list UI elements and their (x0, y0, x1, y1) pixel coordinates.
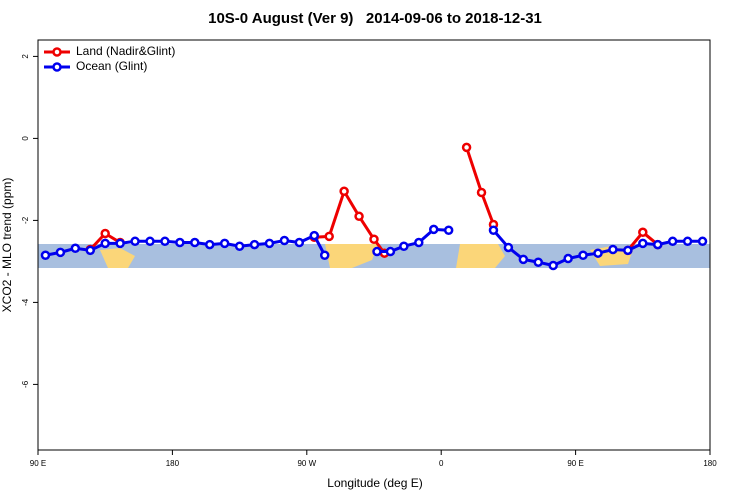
point (40, 250, 51, 260)
point (533, 257, 544, 267)
point (264, 238, 275, 249)
point (324, 231, 334, 242)
point (175, 237, 185, 248)
chart-title: 10S-0 August (Ver 9) 2014-09-06 to 2018-… (208, 10, 542, 27)
point (428, 224, 439, 235)
point (399, 241, 409, 251)
point (100, 238, 110, 249)
legend-label: Ocean (Glint) (76, 59, 147, 73)
point (279, 235, 290, 246)
legend-label: Land (Nadir&Glint) (76, 44, 175, 58)
point (476, 187, 487, 198)
point (70, 243, 81, 254)
point (55, 247, 66, 258)
point (638, 227, 648, 238)
point (339, 186, 349, 197)
point (578, 250, 588, 260)
point (85, 245, 96, 256)
point (130, 236, 140, 247)
point (372, 246, 382, 257)
point (145, 236, 155, 247)
x-tick-label: 90 W (297, 459, 316, 468)
x-tick-label: 180 (166, 459, 180, 468)
point (354, 211, 364, 222)
point (548, 260, 558, 271)
point (294, 237, 305, 248)
y-tick-label: -2 (21, 216, 30, 224)
y-tick-label: -4 (21, 298, 30, 306)
point (608, 244, 618, 255)
point (638, 238, 648, 249)
point (667, 236, 678, 247)
x-axis-label: Longitude (deg E) (327, 476, 422, 490)
plot-frame (37, 39, 711, 451)
point (100, 228, 110, 239)
point (682, 236, 693, 247)
point (414, 237, 424, 248)
point (309, 230, 320, 241)
point (488, 225, 499, 235)
point (652, 239, 663, 250)
point (160, 236, 170, 247)
point (461, 142, 472, 153)
legend-marker (52, 47, 62, 57)
x-tick-label: 0 (439, 459, 444, 468)
point (443, 225, 454, 235)
point (319, 250, 330, 260)
point (115, 238, 125, 249)
point (385, 246, 396, 257)
point (234, 241, 245, 251)
point (697, 236, 708, 247)
point (190, 237, 200, 248)
point (563, 253, 573, 264)
y-axis-label: XCO2 - MLO trend (ppm) (0, 178, 14, 313)
point (204, 239, 215, 250)
legend-marker (52, 62, 62, 72)
point (503, 242, 514, 253)
y-tick-label: 2 (21, 54, 30, 59)
point (369, 234, 379, 245)
point (593, 248, 603, 258)
point (249, 239, 260, 250)
point (623, 245, 633, 256)
point (219, 238, 230, 249)
x-tick-label: 90 E (30, 459, 46, 468)
y-tick-label: 0 (21, 136, 30, 141)
x-tick-label: 180 (703, 459, 717, 468)
point (518, 254, 529, 265)
y-tick-label: -6 (21, 380, 30, 388)
x-tick-label: 90 E (567, 459, 583, 468)
